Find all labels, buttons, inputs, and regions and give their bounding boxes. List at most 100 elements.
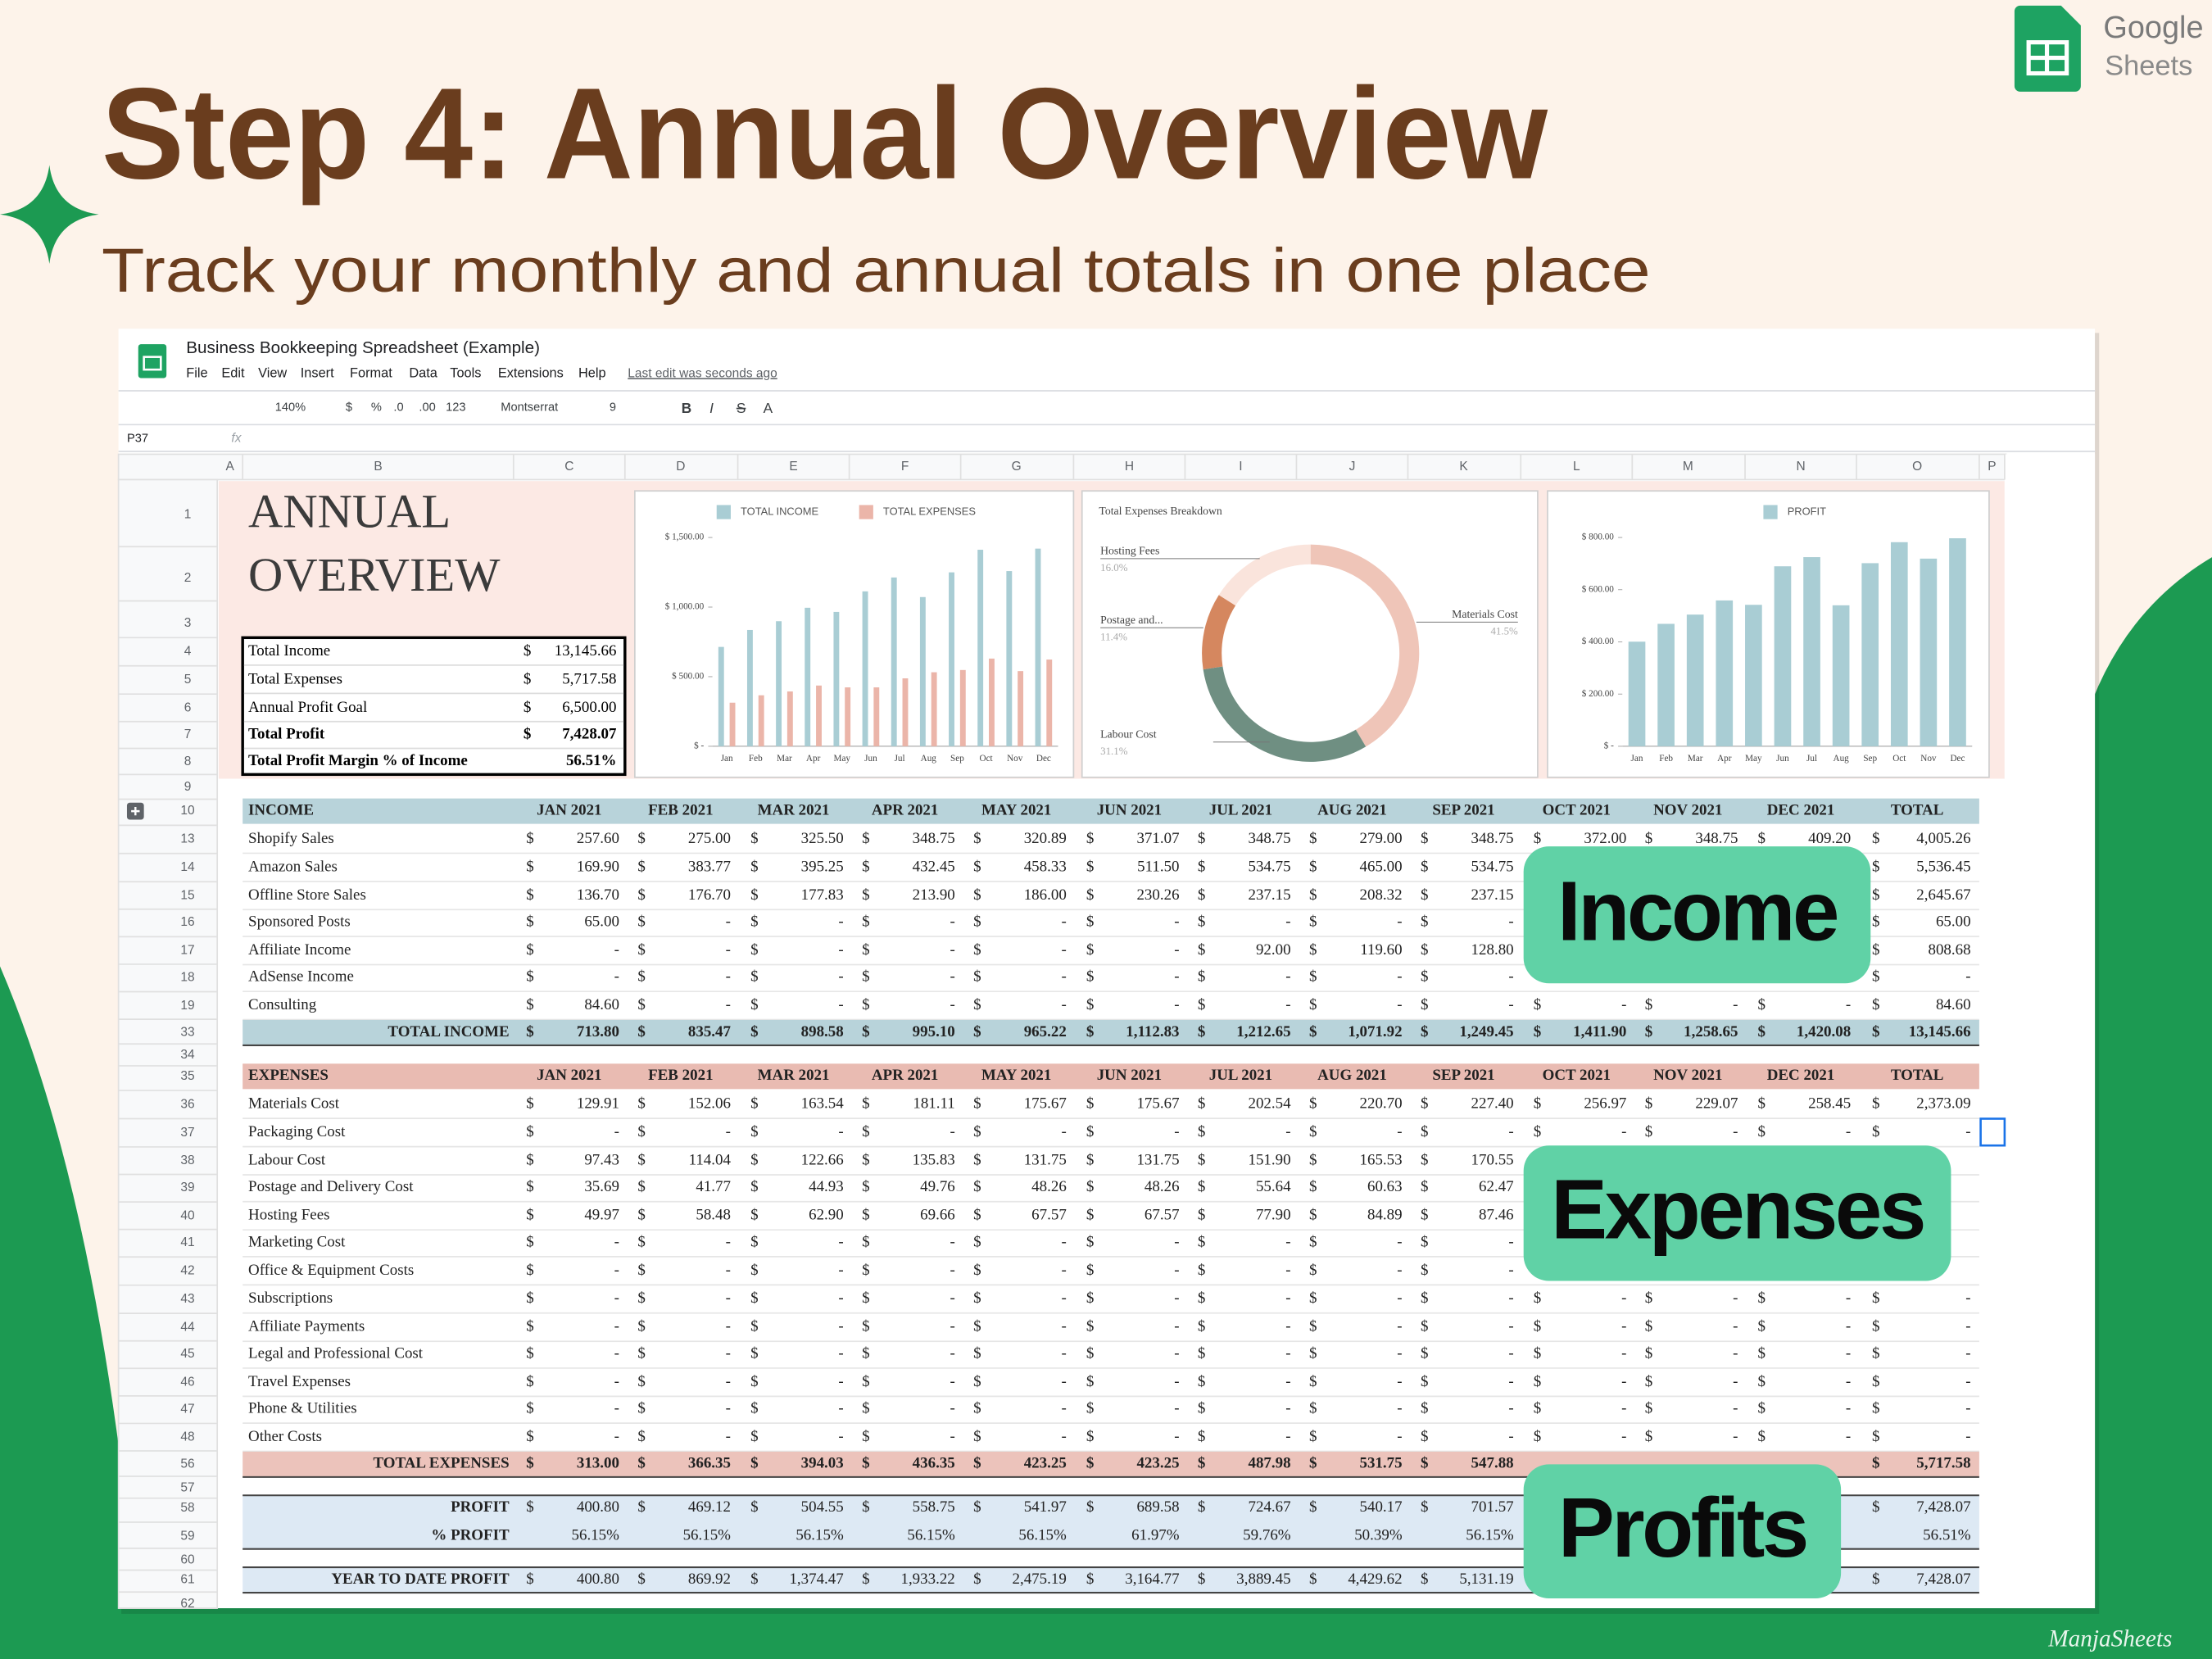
currency: $ [526, 1207, 533, 1224]
row-number: 57 [180, 1481, 194, 1495]
currency: $ [1198, 1373, 1205, 1390]
bar [1657, 623, 1675, 746]
cell-value: - [1397, 1123, 1402, 1140]
cell-value: - [726, 1123, 731, 1140]
cell-value: - [1061, 1318, 1066, 1335]
cell-value: - [1174, 1318, 1179, 1335]
currency: $ [862, 1344, 869, 1362]
currency: $ [1872, 1318, 1879, 1335]
row-number: 59 [180, 1529, 194, 1543]
cell-value: 119.60 [1360, 941, 1402, 959]
row-number: 42 [180, 1264, 194, 1278]
currency: $ [637, 1373, 645, 1390]
currency: $ [526, 1123, 533, 1140]
cell-value: - [1508, 968, 1513, 986]
month-header: DEC 2021 [1767, 801, 1835, 818]
y-tick-label: $ 600.00 [1582, 584, 1615, 594]
cell-value: - [1621, 1373, 1626, 1390]
menu-item: Extensions [498, 366, 564, 381]
currency: $ [1198, 1023, 1205, 1040]
cell-value: 366.35 [688, 1455, 731, 1472]
cell-value: 60.63 [1367, 1178, 1403, 1195]
cell-value: - [1061, 913, 1066, 930]
row-number: 47 [180, 1402, 194, 1416]
cell-value: - [1174, 1290, 1179, 1307]
currency: $ [973, 830, 981, 847]
currency: $ [1872, 1400, 1879, 1417]
cell-value: 313.00 [577, 1455, 619, 1472]
cell-value: 372.00 [1584, 830, 1626, 847]
cell-total: 65.00 [1936, 913, 1971, 930]
sheets-icon-grid [143, 356, 162, 371]
cell-value: 432.45 [913, 858, 955, 875]
cell-value: - [950, 968, 954, 986]
currency: $ [1198, 1400, 1205, 1417]
cell-value: - [1846, 1123, 1851, 1140]
cell-total: 84.60 [1936, 996, 1971, 1013]
cell-value: - [1397, 1428, 1402, 1445]
currency: $ [750, 1428, 758, 1445]
cell-value: - [1846, 1373, 1851, 1390]
profit-label: PROFIT [451, 1498, 510, 1516]
currency: $ [1086, 1178, 1094, 1195]
cell-value: 531.75 [1360, 1455, 1403, 1472]
cell-value: - [1508, 996, 1513, 1013]
currency: $ [750, 1233, 758, 1250]
currency: $ [637, 941, 645, 959]
cell-value: 534.75 [1471, 858, 1514, 875]
cell-total: 7,428.07 [1916, 1571, 1970, 1588]
cell-value: 50.39% [1354, 1527, 1403, 1544]
y-tick-label: $ - [694, 741, 704, 750]
cell-value: 169.90 [577, 858, 619, 875]
cell-value: 48.26 [1145, 1178, 1180, 1195]
cell-value: 59.76% [1243, 1527, 1291, 1544]
cell-value: - [1061, 1400, 1066, 1417]
cell-value: 511.50 [1137, 858, 1179, 875]
month-header: MAR 2021 [758, 801, 830, 818]
currency: $ [1421, 1262, 1428, 1279]
currency: $ [1421, 1233, 1428, 1250]
currency: $ [526, 830, 533, 847]
currency: $ [1309, 886, 1317, 904]
cell-value: - [614, 1262, 619, 1279]
month-header: MAY 2021 [981, 801, 1051, 818]
currency: $ [637, 1023, 645, 1040]
column-letter: P [1988, 460, 1996, 474]
currency: $ [1198, 858, 1205, 875]
cell-value: 348.75 [913, 830, 955, 847]
menu-item: Tools [450, 366, 481, 381]
bar [833, 611, 840, 746]
x-tick-label: May [834, 754, 851, 764]
cell-value: - [614, 1373, 619, 1390]
currency: $ [1086, 1571, 1094, 1588]
pie-label: Materials Cost [1452, 608, 1518, 620]
currency: $ [973, 1455, 981, 1472]
x-tick-label: Nov [1920, 754, 1937, 764]
currency: $ [750, 1023, 758, 1040]
bar [1745, 605, 1762, 746]
cell-value: - [1174, 1428, 1179, 1445]
currency: $ [1086, 1400, 1094, 1417]
cell-value: 56.15% [1466, 1527, 1514, 1544]
cell-value: - [1285, 968, 1290, 986]
cell-value: 84.60 [584, 996, 619, 1013]
currency: $ [637, 1290, 645, 1307]
currency: $ [1086, 1233, 1094, 1250]
row-number: 48 [180, 1430, 194, 1444]
menu-item: Insert [301, 366, 334, 381]
headline: Step 4: Annual Overview [102, 61, 1548, 206]
currency: $ [1421, 1151, 1428, 1168]
currency: $ [637, 1318, 645, 1335]
currency: $ [1309, 1233, 1317, 1250]
cell-value: 131.75 [1136, 1151, 1179, 1168]
currency: $ [637, 830, 645, 847]
cell-value: - [1846, 1400, 1851, 1417]
cell-value: 1,933.22 [900, 1571, 954, 1588]
currency: $ [1198, 1123, 1205, 1140]
cell-value: - [1174, 941, 1179, 959]
x-tick-label: Jun [1776, 754, 1789, 764]
cell-value: 540.17 [1360, 1498, 1403, 1516]
currency: $ [1645, 1290, 1652, 1307]
sparkle [0, 165, 99, 265]
currency: $ [1645, 1373, 1652, 1390]
